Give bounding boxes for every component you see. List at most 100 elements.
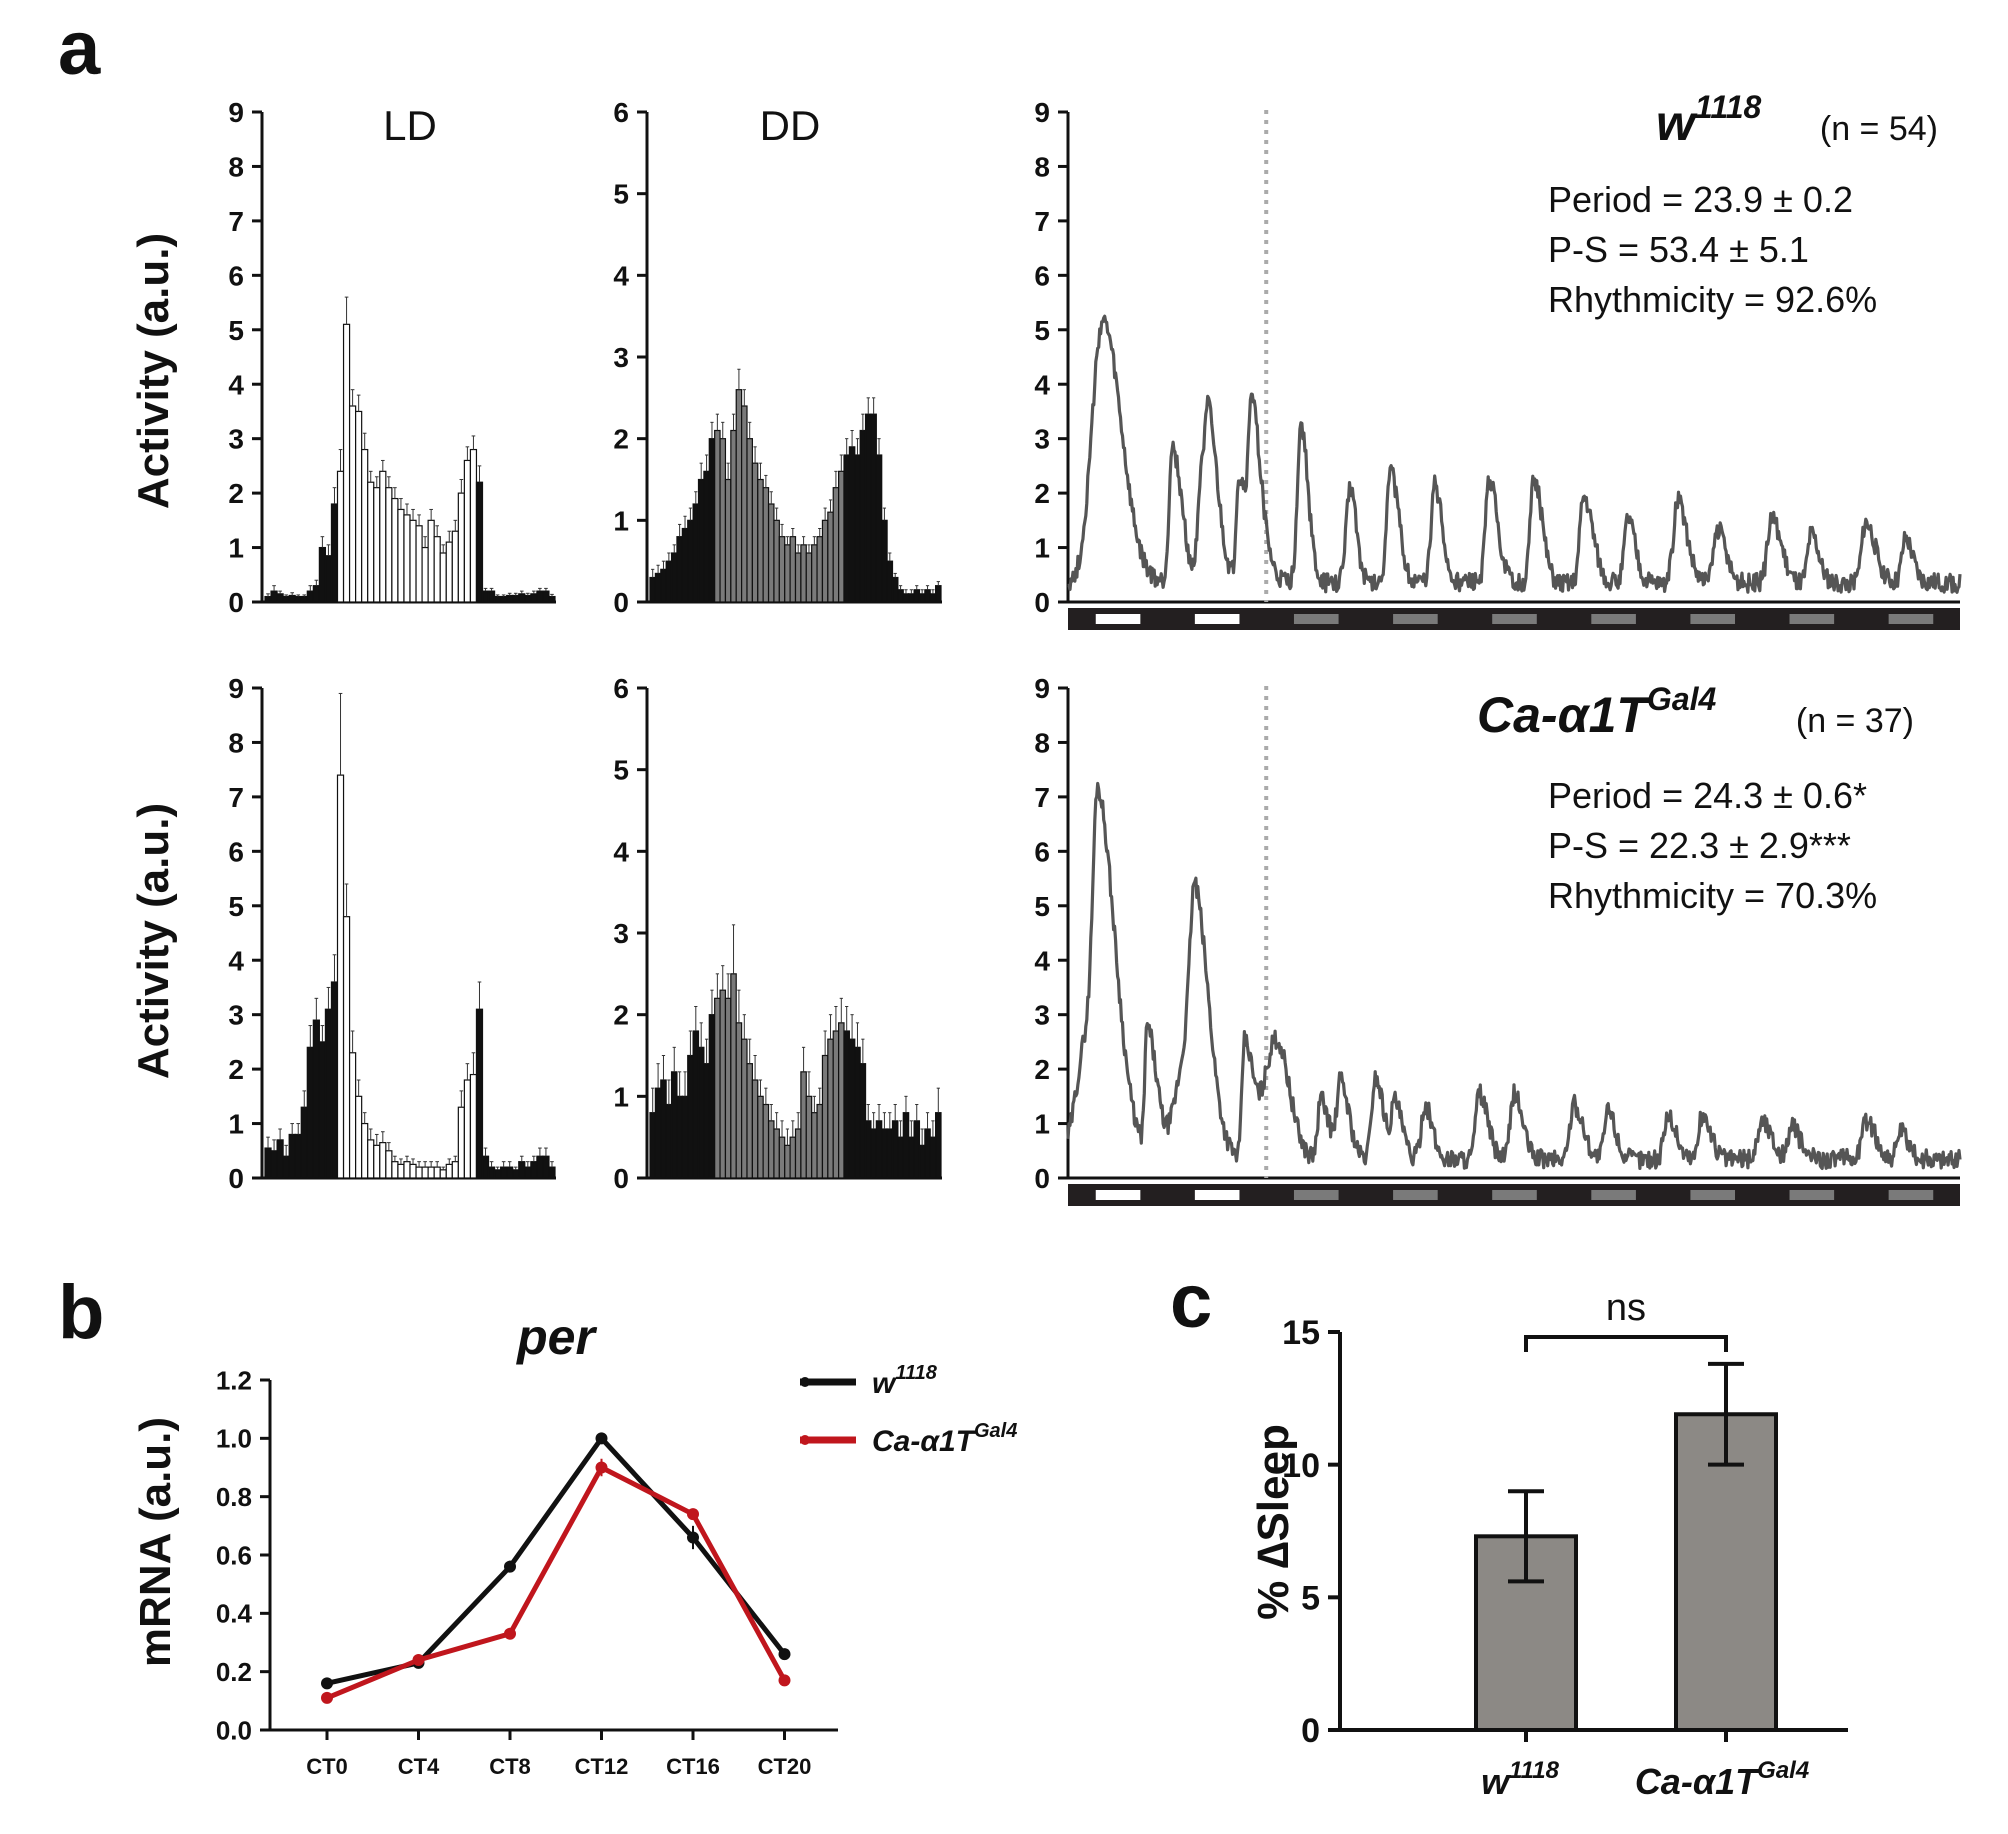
cac-ld-bar bbox=[493, 1169, 502, 1179]
panel-b-ylabel: mRNA (a.u.) bbox=[131, 1417, 180, 1667]
w1118-ld-bar bbox=[282, 595, 290, 603]
sleep-y-tick-label: 10 bbox=[1282, 1447, 1320, 1485]
w1118-dd-bar bbox=[870, 413, 877, 603]
w1118-ld-bar bbox=[270, 590, 278, 603]
cac-ld-bar bbox=[288, 1133, 296, 1179]
per-y-tick-label: 0.0 bbox=[216, 1715, 252, 1745]
w1118-ld-bar bbox=[324, 555, 333, 603]
w1118-trace-y-tick-label: 1 bbox=[1034, 533, 1050, 564]
cac-dd-bar bbox=[741, 1038, 748, 1179]
w1118-ld-bar bbox=[403, 514, 411, 603]
cac-ld-y-tick-label: 6 bbox=[228, 836, 244, 867]
genotype-header-cac-sup: Gal4 bbox=[1647, 681, 1717, 717]
panel-letter-c: c bbox=[1170, 1259, 1212, 1344]
panel-c-xlabel-cac-sup: Gal4 bbox=[1757, 1757, 1809, 1784]
cac-dd-bar bbox=[719, 989, 727, 1179]
cac-dd-bar bbox=[864, 1120, 872, 1179]
w1118-dd-bar bbox=[800, 544, 807, 603]
cac-ld-bar bbox=[548, 1166, 556, 1179]
cac-trace-photoperiod-day bbox=[1789, 1190, 1835, 1200]
cac-dd-bar bbox=[859, 1063, 867, 1179]
w1118-ld-bar bbox=[530, 593, 538, 603]
w1118-dd-y-tick-label: 4 bbox=[613, 260, 629, 291]
w1118-ld-bar bbox=[548, 595, 556, 603]
cac-trace-y-tick-label: 9 bbox=[1034, 673, 1050, 704]
per-y-tick-label: 0.6 bbox=[216, 1540, 252, 1570]
cac-trace-photoperiod-day bbox=[1591, 1190, 1636, 1200]
cac-dd-bar bbox=[789, 1136, 797, 1179]
w1118-trace-y-tick-label: 6 bbox=[1034, 260, 1050, 291]
w1118-ld-bar bbox=[355, 410, 363, 603]
cac-dd-bar bbox=[843, 1030, 850, 1179]
stat-rhythmicity-w1118: Rhythmicity = 92.6% bbox=[1548, 279, 1877, 320]
w1118-trace-y-tick-label: 7 bbox=[1034, 206, 1050, 237]
cac-ld-bar bbox=[318, 1041, 327, 1179]
w1118-dd-bar bbox=[784, 544, 791, 603]
cac-trace-y-tick-label: 0 bbox=[1034, 1163, 1050, 1194]
panel-c-xlabel-cac: Ca-α1TGal4 bbox=[1635, 1757, 1809, 1802]
w1118-ld-bar bbox=[500, 595, 508, 603]
stat-ps-w1118: P-S = 53.4 ± 5.1 bbox=[1548, 229, 1809, 270]
cac-ld-bar bbox=[409, 1163, 417, 1179]
cac-ld-bar bbox=[536, 1155, 544, 1179]
w1118-ld-y-tick-label: 6 bbox=[228, 260, 244, 291]
genotype-n-cac: (n = 37) bbox=[1796, 702, 1914, 740]
per-series-w1118-point bbox=[687, 1531, 699, 1544]
legend-marker-cac bbox=[800, 1435, 810, 1445]
cac-dd-bar bbox=[670, 1071, 678, 1179]
cac-dd-y-tick-label: 4 bbox=[613, 836, 629, 867]
w1118-dd-bar bbox=[913, 589, 921, 603]
w1118-trace-photoperiod-day bbox=[1591, 614, 1636, 624]
w1118-dd-y-tick-label: 0 bbox=[613, 587, 629, 618]
w1118-ld-bar bbox=[469, 448, 478, 603]
sleep-y-tick-label: 5 bbox=[1301, 1580, 1320, 1618]
w1118-ld-y-tick-label: 0 bbox=[228, 587, 244, 618]
w1118-dd-bar bbox=[918, 593, 926, 603]
cac-trace-photoperiod-day bbox=[1393, 1190, 1438, 1200]
w1118-dd-bar bbox=[654, 572, 662, 603]
per-series-cac-point bbox=[412, 1654, 425, 1666]
w1118-trace-y-tick-label: 3 bbox=[1034, 424, 1050, 455]
cac-ld-bar bbox=[348, 1052, 357, 1179]
w1118-dd-bar bbox=[751, 462, 759, 603]
w1118-dd-bar bbox=[843, 454, 850, 603]
cac-trace-photoperiod-day bbox=[1095, 1190, 1141, 1200]
cac-dd-bar bbox=[676, 1095, 683, 1179]
w1118-ld-bar bbox=[475, 481, 484, 603]
w1118-trace-activity-trace bbox=[1067, 314, 1962, 594]
cac-dd-y-tick-label: 5 bbox=[613, 755, 629, 786]
cac-dd-bar bbox=[697, 1046, 705, 1179]
w1118-ld-bar bbox=[518, 593, 526, 603]
per-x-tick-label: CT4 bbox=[398, 1754, 440, 1779]
w1118-ld-bar bbox=[348, 405, 357, 603]
legend-label-w1118-sup: 1118 bbox=[895, 1362, 937, 1384]
w1118-ld-bar bbox=[385, 487, 393, 603]
cac-ld-bar bbox=[294, 1133, 302, 1179]
cac-dd-bar bbox=[935, 1112, 942, 1179]
w1118-dd-bar bbox=[762, 487, 770, 603]
cac-ld-bar bbox=[361, 1122, 369, 1179]
w1118-dd-y-tick-label: 5 bbox=[613, 179, 629, 210]
genotype-header-w1118: w1118 bbox=[1656, 89, 1762, 151]
cac-dd-bar bbox=[687, 1054, 694, 1179]
cac-trace-y-tick-label: 8 bbox=[1034, 728, 1050, 759]
genotype-header-w1118-sup: 1118 bbox=[1695, 89, 1762, 125]
w1118-ld-bar bbox=[294, 595, 302, 603]
cac-dd-bar bbox=[767, 1120, 775, 1179]
cac-dd-bar bbox=[735, 1022, 743, 1179]
cac-ld-bar bbox=[391, 1161, 399, 1179]
genotype-header-w1118-name: w bbox=[1656, 95, 1698, 151]
cac-ld-bar bbox=[512, 1169, 520, 1179]
w1118-trace-photoperiod-day bbox=[1194, 614, 1240, 624]
cac-ld-bar bbox=[306, 1046, 314, 1179]
cac-dd-bar bbox=[708, 1014, 716, 1179]
w1118-trace-photoperiod-day bbox=[1690, 614, 1736, 624]
cac-trace-photoperiod-day bbox=[1194, 1190, 1240, 1200]
sleep-y-tick-label: 0 bbox=[1301, 1712, 1320, 1750]
cac-ld-bar bbox=[457, 1106, 465, 1179]
panel-b-title: per bbox=[515, 1309, 597, 1365]
cac-dd-bar bbox=[854, 1046, 861, 1179]
cac-dd-bar bbox=[660, 1079, 667, 1179]
cac-dd-bar bbox=[816, 1103, 824, 1179]
w1118-dd-bar bbox=[875, 454, 883, 603]
